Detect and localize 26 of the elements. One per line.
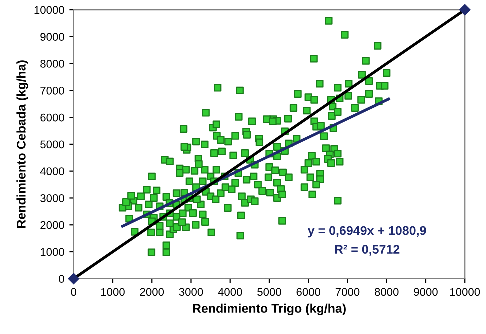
x-tick-label: 8000: [374, 288, 399, 296]
y-tick-label: 5000: [40, 140, 64, 149]
y-tick-label: 2000: [40, 221, 64, 230]
x-tick-label: 0: [71, 288, 77, 296]
x-tick-label: 10000: [450, 288, 480, 296]
y-tick-label: 4000: [40, 168, 64, 176]
y-tick-label: 7000: [40, 86, 64, 95]
x-tick-label: 3000: [179, 288, 204, 296]
annotation: R² = 0,5712: [335, 245, 400, 256]
x-tick-label: 5000: [258, 288, 282, 296]
x-tick-label: 2000: [140, 288, 164, 296]
y-tick-label: 8000: [40, 60, 64, 68]
x-axis-title: Rendimiento Trigo (kg/ha): [193, 304, 346, 316]
x-tick-label: 9000: [414, 288, 438, 296]
x-tick-label: 7000: [336, 288, 360, 296]
y-axis-title: Rendimiento Cebada (kg/ha): [16, 60, 28, 228]
x-tick-label: 6000: [296, 288, 321, 296]
y-tick-label: 10000: [34, 6, 64, 14]
y-tick-label: 0: [59, 275, 64, 284]
x-tick-label: 4000: [218, 288, 242, 296]
y-tick-label: 3000: [40, 194, 64, 202]
y-tick-label: 6000: [40, 114, 64, 122]
annotation: y = 0,6949x + 1080,9: [308, 226, 426, 238]
y-tick-label: 1000: [40, 248, 64, 256]
y-tick-label: 9000: [40, 33, 64, 42]
x-tick-label: 1000: [101, 288, 125, 296]
